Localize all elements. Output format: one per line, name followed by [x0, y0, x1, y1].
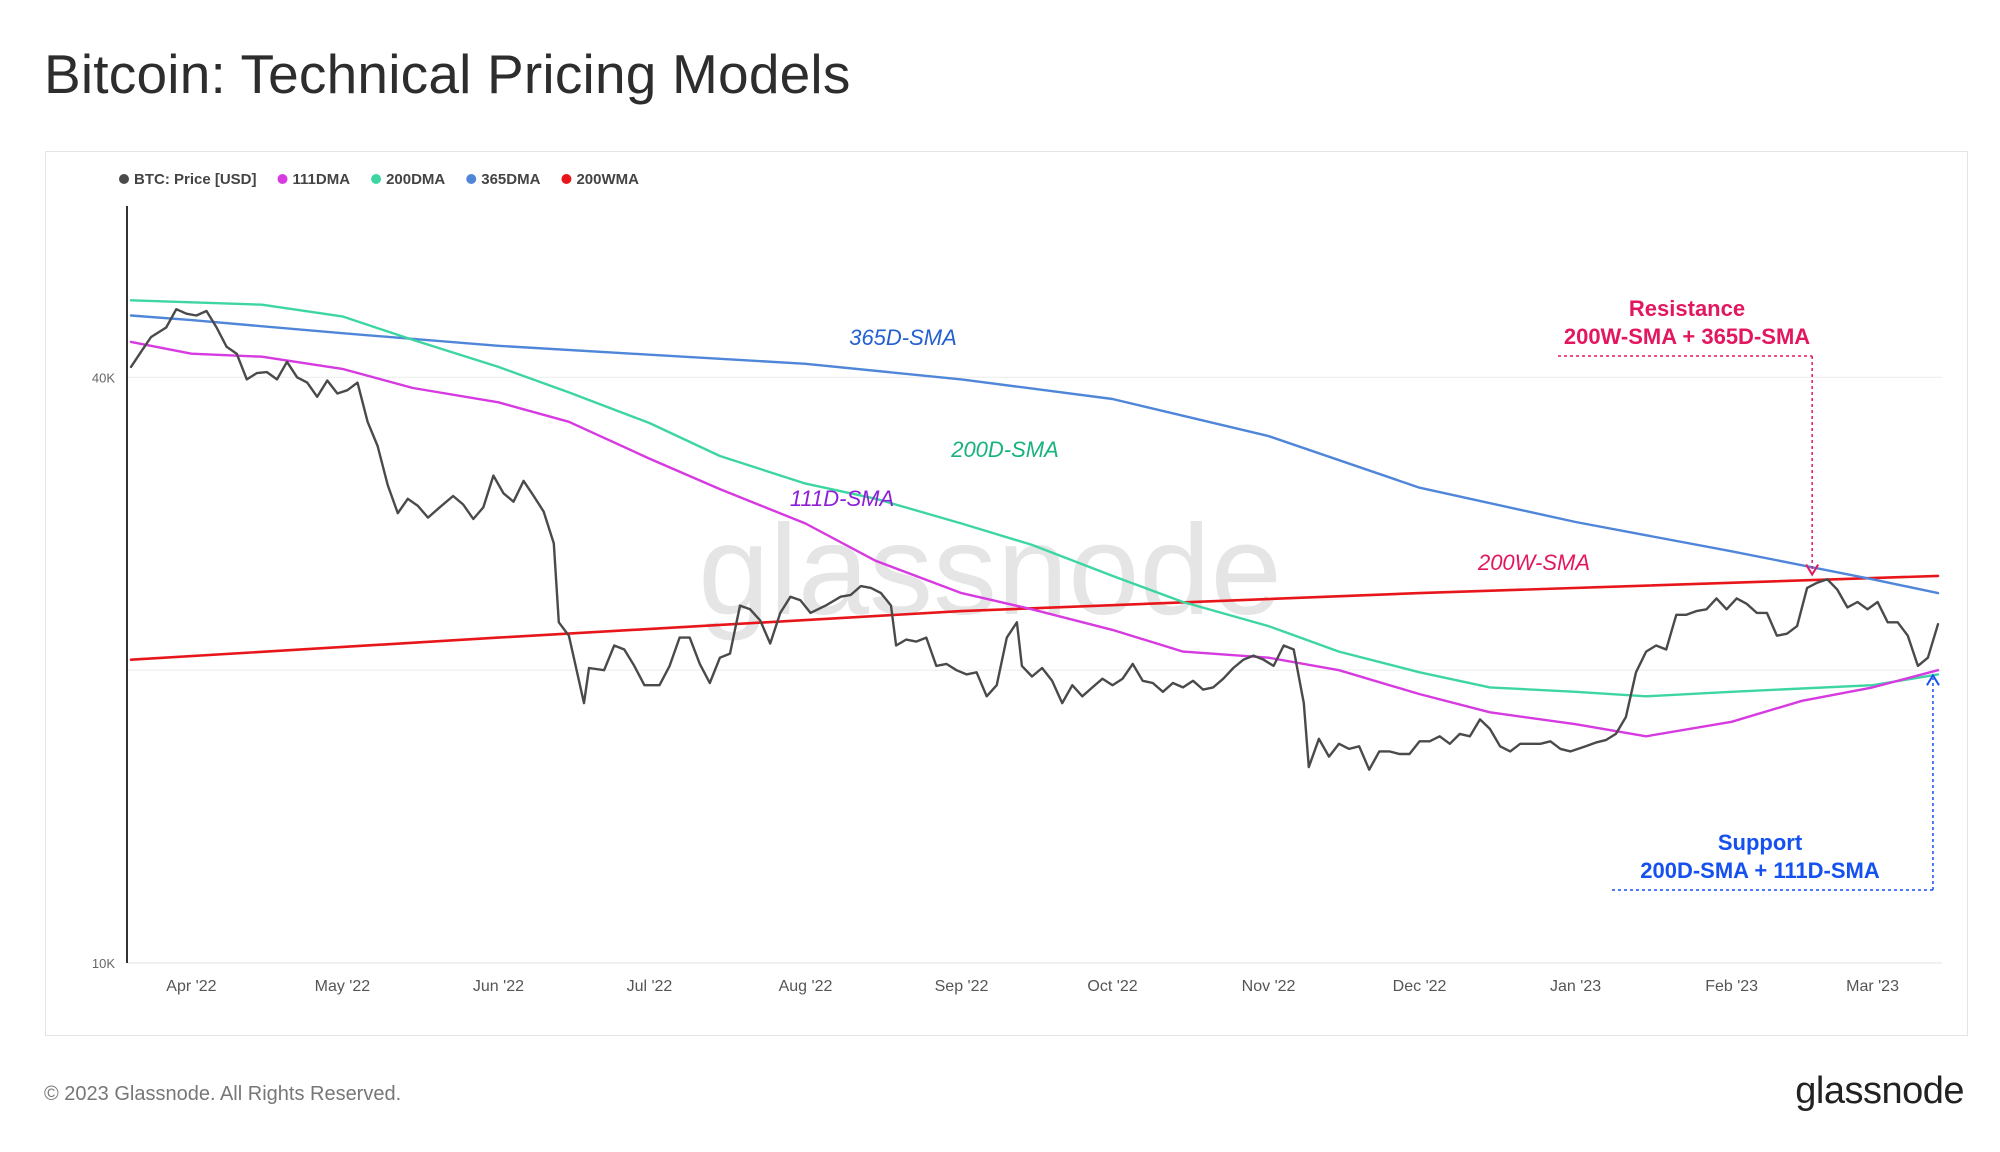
page-title: Bitcoin: Technical Pricing Models: [44, 43, 851, 105]
legend-item[interactable]: BTC: Price [USD]: [134, 171, 257, 188]
x-tick-label: Aug '22: [779, 978, 833, 995]
resistance-arrow-icon: [1805, 564, 1820, 577]
legend-marker: [277, 174, 288, 184]
resistance-title: Resistance: [1629, 296, 1745, 321]
y-tick-label: 10K: [92, 956, 115, 971]
x-tick-label: Jul '22: [627, 978, 673, 995]
series-line-200wma: [129, 574, 1940, 661]
x-tick-label: Jan '23: [1550, 978, 1601, 995]
label-111d-sma: 111D-SMA: [790, 486, 894, 511]
x-tick-label: Dec '22: [1393, 978, 1447, 995]
x-tick-label: Sep '22: [935, 978, 989, 995]
x-tick-label: May '22: [315, 978, 371, 995]
y-axis: 10K 40K: [92, 206, 128, 971]
legend-item[interactable]: 200DMA: [386, 171, 445, 188]
x-tick-label: Mar '23: [1846, 978, 1899, 995]
chart-svg: BTC: Price [USD] 111DMA 200DMA 365DMA 200WMA…: [92, 171, 1942, 995]
series-line-btc-price-usd-: [129, 308, 1940, 771]
legend-marker: [371, 174, 382, 184]
brand-logo: glassnode: [1795, 1070, 1964, 1112]
series-line-365dma: [129, 314, 1940, 595]
support-arrow-icon: [1926, 673, 1940, 686]
series-lines: [129, 299, 1940, 771]
y-tick-label: 40K: [92, 370, 115, 385]
label-365d-sma: 365D-SMA: [849, 325, 957, 350]
legend-item[interactable]: 365DMA: [481, 171, 540, 188]
legend-marker: [119, 174, 129, 184]
chart-panel: BTC: Price [USD] 111DMA 200DMA 365DMA 200WMA…: [45, 151, 1968, 1036]
x-tick-label: Feb '23: [1705, 978, 1758, 995]
x-tick-label: Oct '22: [1087, 978, 1137, 995]
legend-item[interactable]: 200WMA: [576, 171, 639, 188]
x-tick-label: Apr '22: [166, 978, 216, 995]
label-200d-sma: 200D-SMA: [950, 437, 1059, 462]
annotations: 365D-SMA 200D-SMA 111D-SMA 200W-SMA Resistan…: [790, 296, 1940, 891]
copyright-text: © 2023 Glassnode. All Rights Reserved.: [44, 1083, 402, 1105]
x-tick-label: Nov '22: [1242, 978, 1296, 995]
x-axis: Apr '22 May '22 Jun '22 Jul '22 Aug '22 Sep '…: [166, 978, 1899, 995]
support-subtitle: 200D-SMA + 111D-SMA: [1640, 858, 1880, 883]
series-line-200dma: [129, 299, 1940, 698]
x-tick-label: Jun '22: [473, 978, 524, 995]
gridlines: [127, 376, 1942, 964]
resistance-subtitle: 200W-SMA + 365D-SMA: [1564, 324, 1810, 349]
label-200w-sma: 200W-SMA: [1477, 550, 1590, 575]
legend: BTC: Price [USD] 111DMA 200DMA 365DMA 200WMA: [119, 171, 639, 188]
legend-item[interactable]: 111DMA: [293, 171, 351, 188]
watermark-text: glassnode: [698, 499, 1282, 642]
support-title: Support: [1718, 830, 1803, 855]
legend-marker: [561, 174, 572, 184]
legend-marker: [466, 174, 477, 184]
series-line-111dma: [129, 340, 1940, 738]
